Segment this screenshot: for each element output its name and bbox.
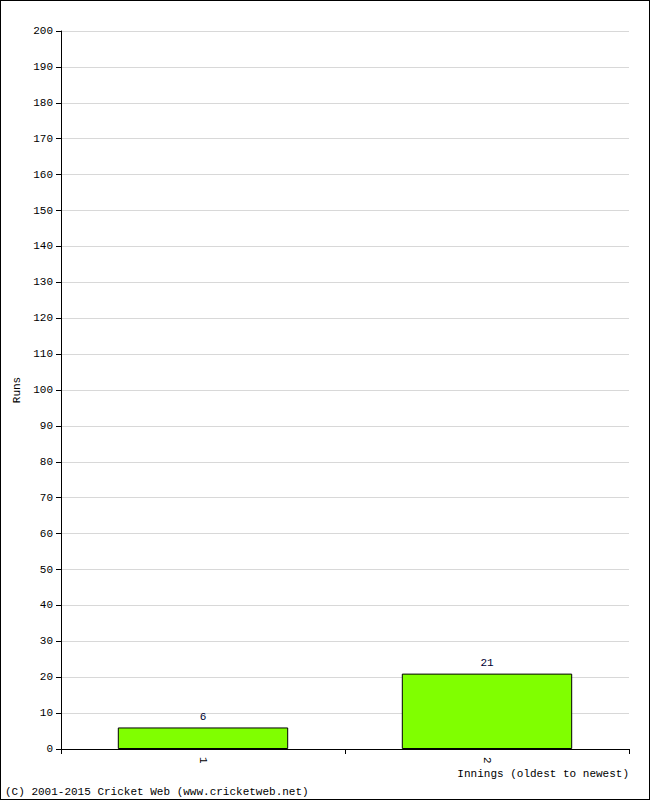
- svg-text:140: 140: [33, 240, 53, 252]
- svg-text:70: 70: [40, 492, 53, 504]
- svg-text:130: 130: [33, 276, 53, 288]
- svg-text:180: 180: [33, 97, 53, 109]
- svg-text:90: 90: [40, 420, 53, 432]
- svg-text:1: 1: [197, 757, 209, 764]
- svg-text:110: 110: [33, 348, 53, 360]
- svg-text:100: 100: [33, 384, 53, 396]
- svg-text:6: 6: [200, 711, 207, 723]
- svg-text:0: 0: [46, 743, 53, 755]
- svg-text:80: 80: [40, 456, 53, 468]
- svg-text:21: 21: [480, 657, 494, 669]
- svg-text:(C) 2001-2015 Cricket Web (www: (C) 2001-2015 Cricket Web (www.cricketwe…: [5, 786, 309, 798]
- svg-text:190: 190: [33, 61, 53, 73]
- svg-text:10: 10: [40, 707, 53, 719]
- svg-text:60: 60: [40, 528, 53, 540]
- svg-text:Innings (oldest to newest): Innings (oldest to newest): [457, 768, 629, 780]
- svg-text:160: 160: [33, 169, 53, 181]
- svg-text:30: 30: [40, 635, 53, 647]
- svg-text:200: 200: [33, 25, 53, 37]
- svg-text:50: 50: [40, 564, 53, 576]
- svg-text:120: 120: [33, 312, 53, 324]
- svg-text:Runs: Runs: [11, 377, 23, 403]
- svg-text:40: 40: [40, 599, 53, 611]
- svg-text:2: 2: [481, 757, 493, 764]
- svg-text:170: 170: [33, 133, 53, 145]
- svg-text:20: 20: [40, 671, 53, 683]
- svg-text:150: 150: [33, 205, 53, 217]
